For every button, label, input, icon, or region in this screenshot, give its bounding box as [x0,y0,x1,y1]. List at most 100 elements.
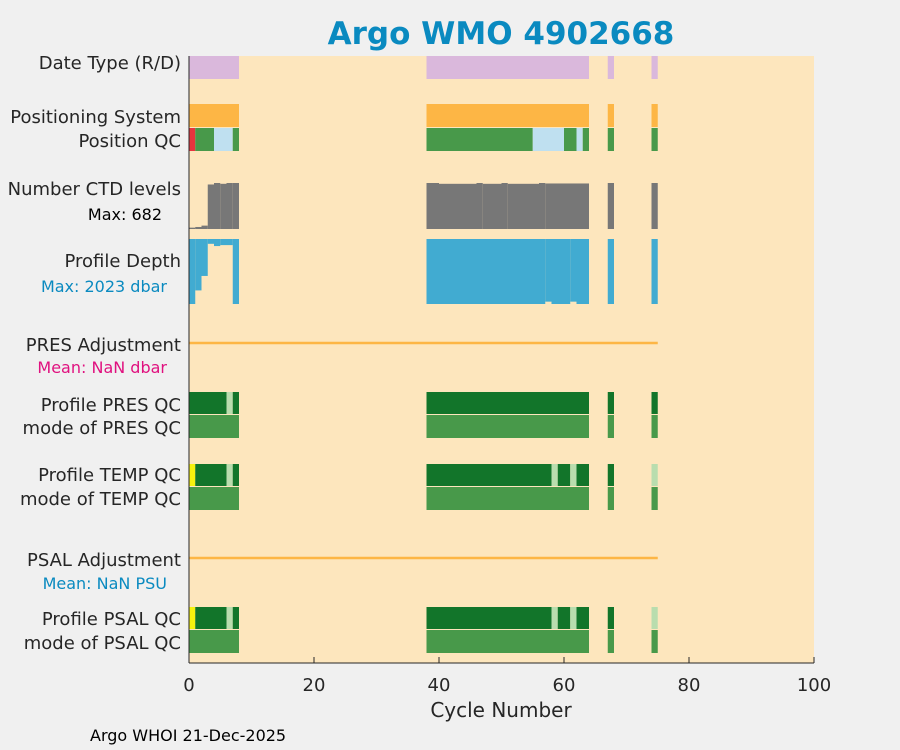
mode-psal-qc-segment [426,630,589,653]
position-qc-segment [195,128,214,151]
label-number-ctd-levels: Number CTD levels [8,179,181,200]
mode-pres-qc-segment [651,415,658,438]
profile-psal-qc-segment [576,607,589,629]
label-profile-pres-qc: Profile PRES QC [41,395,181,416]
label-mode-temp-qc: mode of TEMP QC [20,489,181,510]
ctd-bar [226,183,233,229]
profile-temp-qc-segment [576,464,589,486]
depth-bar [201,239,208,276]
ctd-bar [189,227,196,229]
ctd-bar [539,183,546,229]
x-tick-label: 80 [678,675,701,696]
ctd-bar [476,183,483,229]
position-qc-segment [232,128,239,151]
profile-temp-qc-segment [570,464,577,486]
depth-bar [545,239,552,302]
mode-psal-qc-segment [189,630,239,653]
position-qc-segment [576,128,583,151]
depth-bar [651,239,658,304]
mode-temp-qc-segment [607,487,614,510]
profile-pres-qc-segment [189,392,227,414]
depth-bar [195,239,202,291]
profile-psal-qc-segment [651,607,658,629]
ctd-bar [232,183,239,229]
profile-psal-qc-segment [551,607,558,629]
profile-psal-qc-segment [232,607,239,629]
profile-temp-qc-segment [232,464,239,486]
row-mode-pres-qc [189,415,658,438]
profile-pres-qc-segment [232,392,239,414]
ctd-bar [214,183,221,229]
depth-bar [207,239,214,244]
x-tick-label: 100 [797,675,831,696]
x-tick-label: 0 [183,675,194,696]
profile-temp-qc-segment [226,464,233,486]
position-qc-segment [564,128,577,151]
date-type-segment [651,56,658,79]
mode-temp-qc-segment [426,487,589,510]
depth-bar [551,239,571,304]
depth-bar [570,239,577,302]
ctd-bar [501,183,508,229]
profile-psal-qc-segment [195,607,227,629]
positioning-system-segment [426,104,589,127]
annotation-ctd-max: Max: 682 [88,205,162,224]
profile-psal-qc-segment [557,607,571,629]
mode-pres-qc-segment [607,415,614,438]
mode-pres-qc-segment [426,415,589,438]
depth-bar [214,239,221,247]
label-date-type: Date Type (R/D) [39,53,181,74]
row-labels: Date Type (R/D) Positioning System Posit… [8,53,181,654]
position-qc-segment [214,128,233,151]
profile-pres-qc-segment [426,392,589,414]
positioning-system-segment [189,104,239,127]
ctd-bar [439,183,477,229]
annotation-psal-mean: Mean: NaN PSU [43,574,167,593]
label-psal-adjustment: PSAL Adjustment [27,550,181,571]
position-qc-segment [189,128,196,151]
chart-title: Argo WMO 4902668 [328,16,675,52]
profile-psal-qc-segment [426,607,552,629]
profile-temp-qc-segment [189,464,196,486]
depth-bar [607,239,614,304]
position-qc-segment [532,128,564,151]
depth-bar [426,239,546,304]
profile-pres-qc-segment [226,392,233,414]
positioning-system-segment [651,104,658,127]
position-qc-segment [651,128,658,151]
profile-temp-qc-segment [426,464,552,486]
ctd-bar [507,183,539,229]
depth-bar [189,239,196,304]
x-tick-label: 20 [303,675,326,696]
mode-temp-qc-segment [189,487,239,510]
x-tick-label: 40 [428,675,451,696]
depth-bar [220,239,233,246]
ctd-bar [651,183,658,229]
profile-temp-qc-segment [607,464,614,486]
positioning-system-segment [607,104,614,127]
footer-credit: Argo WHOI 21-Dec-2025 [90,726,286,745]
row-date-type [189,56,658,79]
profile-temp-qc-segment [651,464,658,486]
ctd-bar [482,183,502,229]
depth-bar [576,239,589,304]
position-qc-segment [426,128,533,151]
mode-pres-qc-segment [189,415,239,438]
row-profile-depth [189,239,658,304]
ctd-bar [607,183,614,229]
depth-bar [232,239,239,304]
label-position-qc: Position QC [78,131,181,152]
profile-psal-qc-segment [607,607,614,629]
x-axis-label: Cycle Number [430,698,572,722]
position-qc-segment [607,128,614,151]
label-mode-pres-qc: mode of PRES QC [23,418,181,439]
ctd-bar [426,183,439,229]
label-positioning-system: Positioning System [10,107,181,128]
row-ctd-levels [189,183,658,229]
row-positioning-system [189,104,658,127]
profile-temp-qc-segment [557,464,571,486]
x-ticks: 0 20 40 60 80 100 [183,657,831,696]
row-position-qc [189,128,658,151]
profile-pres-qc-segment [607,392,614,414]
